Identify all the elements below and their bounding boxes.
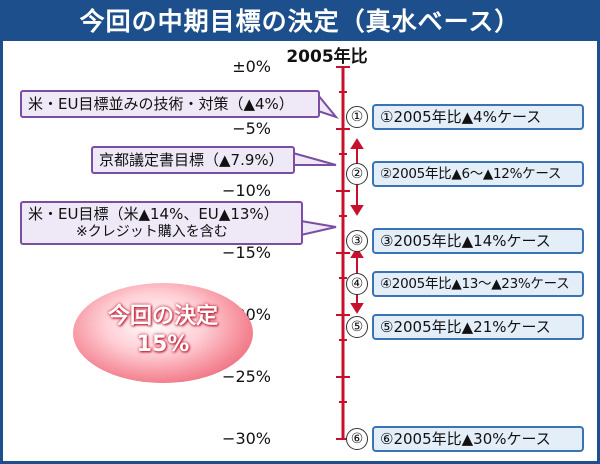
axis-graphics	[292, 66, 364, 440]
case-box: ④2005年比▲13～▲23%ケース	[372, 271, 584, 297]
case-number: ②	[346, 163, 368, 185]
tick-label: −25%	[222, 367, 271, 386]
case-number: ⑥	[346, 428, 368, 450]
target-box-us-eu: 米・EU目標（米▲14%、EU▲13%） ※クレジット購入を含む	[20, 201, 303, 245]
target-box-kyoto: 京都議定書目標（▲7.9%）	[91, 146, 295, 174]
decision-line2: 15%	[136, 332, 190, 357]
case-number: ④	[346, 273, 368, 295]
case-box: ⑥2005年比▲30%ケース	[372, 426, 584, 452]
page-title: 今回の中期目標の決定（真水ベース）	[3, 3, 597, 41]
tick-label: −15%	[222, 243, 271, 262]
case-number: ③	[346, 230, 368, 252]
tick-label: ±0%	[232, 57, 271, 76]
case-box: ①2005年比▲4%ケース	[372, 104, 584, 130]
target-label: 米・EU目標並みの技術・対策（▲4%）	[28, 95, 294, 113]
tick-label: −30%	[222, 429, 271, 448]
case-number: ①	[346, 106, 368, 128]
case-number: ⑤	[346, 316, 368, 338]
decision-line1: 今回の決定	[107, 304, 218, 329]
decision-badge: 今回の決定 15%	[73, 283, 253, 383]
case-box: ③2005年比▲14%ケース	[372, 228, 584, 254]
target-note: ※クレジット購入を含む	[76, 224, 228, 240]
axis-header: 2005年比	[286, 47, 368, 67]
tick-label: −10%	[222, 181, 271, 200]
target-label: 米・EU目標（米▲14%、EU▲13%）	[28, 205, 279, 223]
target-box-us-eu-tech: 米・EU目標並みの技術・対策（▲4%）	[20, 90, 320, 118]
tick-label: −5%	[232, 119, 271, 138]
target-label: 京都議定書目標（▲7.9%）	[99, 151, 284, 169]
case-box: ⑤2005年比▲21%ケース	[372, 314, 584, 340]
case-box: ②2005年比▲6～▲12%ケース	[372, 161, 584, 187]
